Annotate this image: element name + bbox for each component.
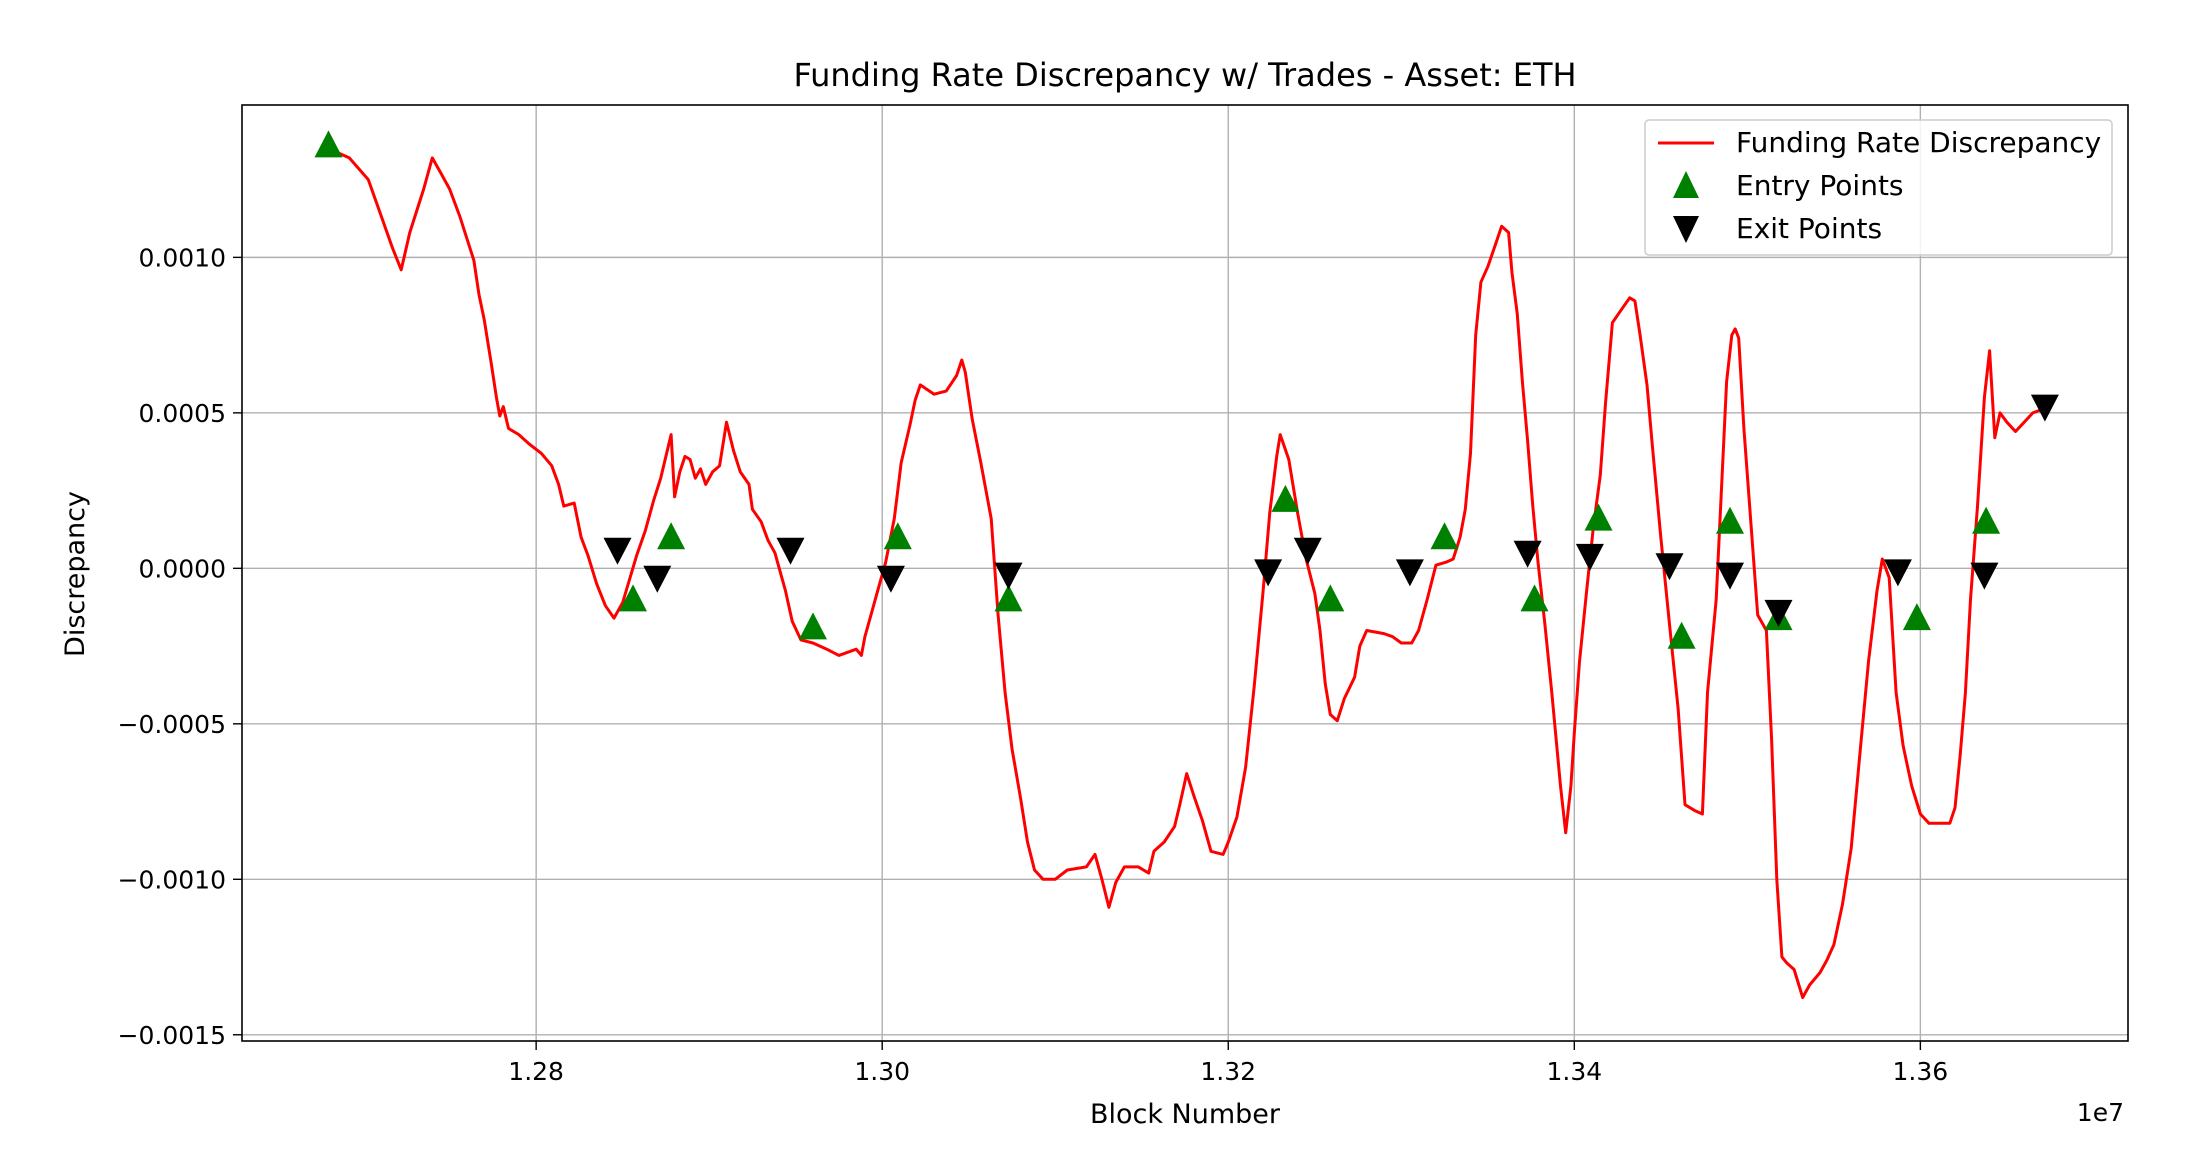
entry-point-marker bbox=[994, 584, 1023, 612]
exit-point-marker bbox=[1293, 537, 1322, 565]
y-tick-label: 0.0010 bbox=[139, 243, 226, 272]
entry-point-marker bbox=[1584, 503, 1613, 531]
legend-label-entry-points: Entry Points bbox=[1736, 169, 1904, 202]
y-tick-label: −0.0010 bbox=[118, 865, 226, 894]
discrepancy-series-line bbox=[327, 141, 2043, 999]
grid bbox=[242, 105, 2128, 1041]
exit-point-marker bbox=[2030, 394, 2059, 422]
legend: Funding Rate Discrepancy Entry Points Ex… bbox=[1644, 119, 2113, 256]
exit-point-marker bbox=[1254, 559, 1283, 587]
entry-point-marker bbox=[314, 130, 343, 158]
exit-point-marker bbox=[1970, 562, 1999, 590]
y-tick-label: 0.0000 bbox=[139, 554, 226, 583]
marker-layer bbox=[314, 130, 2059, 649]
exit-point-marker bbox=[603, 537, 632, 565]
exit-point-marker bbox=[1883, 559, 1912, 587]
entry-point-marker bbox=[883, 522, 912, 550]
entry-point-marker bbox=[1667, 621, 1696, 649]
exit-point-marker bbox=[776, 537, 805, 565]
exit-point-marker bbox=[1513, 540, 1542, 568]
legend-label-exit-points: Exit Points bbox=[1736, 212, 1882, 245]
legend-exit-marker-icon bbox=[1673, 216, 1699, 243]
x-axis-offset-label: 1e7 bbox=[2077, 1098, 2124, 1127]
legend-box bbox=[1644, 119, 2113, 256]
entry-point-marker bbox=[1271, 484, 1300, 512]
entry-point-marker bbox=[1520, 584, 1549, 612]
exit-point-marker bbox=[1395, 559, 1424, 587]
entry-point-marker bbox=[799, 612, 827, 640]
ticks: 1.28 1.30 1.32 1.34 1.36 −0.0015 −0.0010 −0.000… bbox=[118, 243, 1949, 1086]
x-tick-label: 1.28 bbox=[508, 1057, 564, 1086]
entry-point-marker bbox=[657, 522, 686, 550]
exit-point-marker bbox=[876, 565, 905, 593]
exit-point-marker bbox=[1716, 562, 1744, 590]
exit-point-marker bbox=[1764, 599, 1793, 627]
y-tick-label: −0.0005 bbox=[118, 710, 226, 739]
y-tick-label: 0.0005 bbox=[139, 399, 226, 428]
entry-point-marker bbox=[1316, 584, 1345, 612]
legend-entry-marker-icon bbox=[1673, 171, 1699, 198]
exit-point-marker bbox=[643, 565, 672, 593]
chart-title: Funding Rate Discrepancy w/ Trades - Ass… bbox=[793, 56, 1576, 94]
y-axis-label: Discrepancy bbox=[60, 491, 91, 657]
entry-point-marker bbox=[1972, 506, 2001, 534]
x-tick-label: 1.30 bbox=[854, 1057, 910, 1086]
exit-point-marker bbox=[1655, 553, 1684, 581]
x-tick-label: 1.32 bbox=[1200, 1057, 1256, 1086]
exit-point-marker bbox=[994, 562, 1023, 590]
entry-point-marker bbox=[1430, 522, 1459, 550]
entry-point-marker bbox=[619, 584, 647, 612]
x-axis-label: Block Number bbox=[1090, 1099, 1281, 1130]
series-layer bbox=[327, 141, 2043, 999]
legend-label-discrepancy: Funding Rate Discrepancy bbox=[1736, 126, 2101, 159]
x-tick-label: 1.36 bbox=[1893, 1057, 1949, 1086]
x-tick-label: 1.34 bbox=[1546, 1057, 1602, 1086]
entry-point-marker bbox=[1902, 603, 1931, 631]
y-tick-label: −0.0015 bbox=[118, 1021, 226, 1050]
entry-point-marker bbox=[1716, 506, 1744, 534]
exit-point-marker bbox=[1575, 543, 1604, 571]
plot-area-frame bbox=[241, 104, 2129, 1042]
